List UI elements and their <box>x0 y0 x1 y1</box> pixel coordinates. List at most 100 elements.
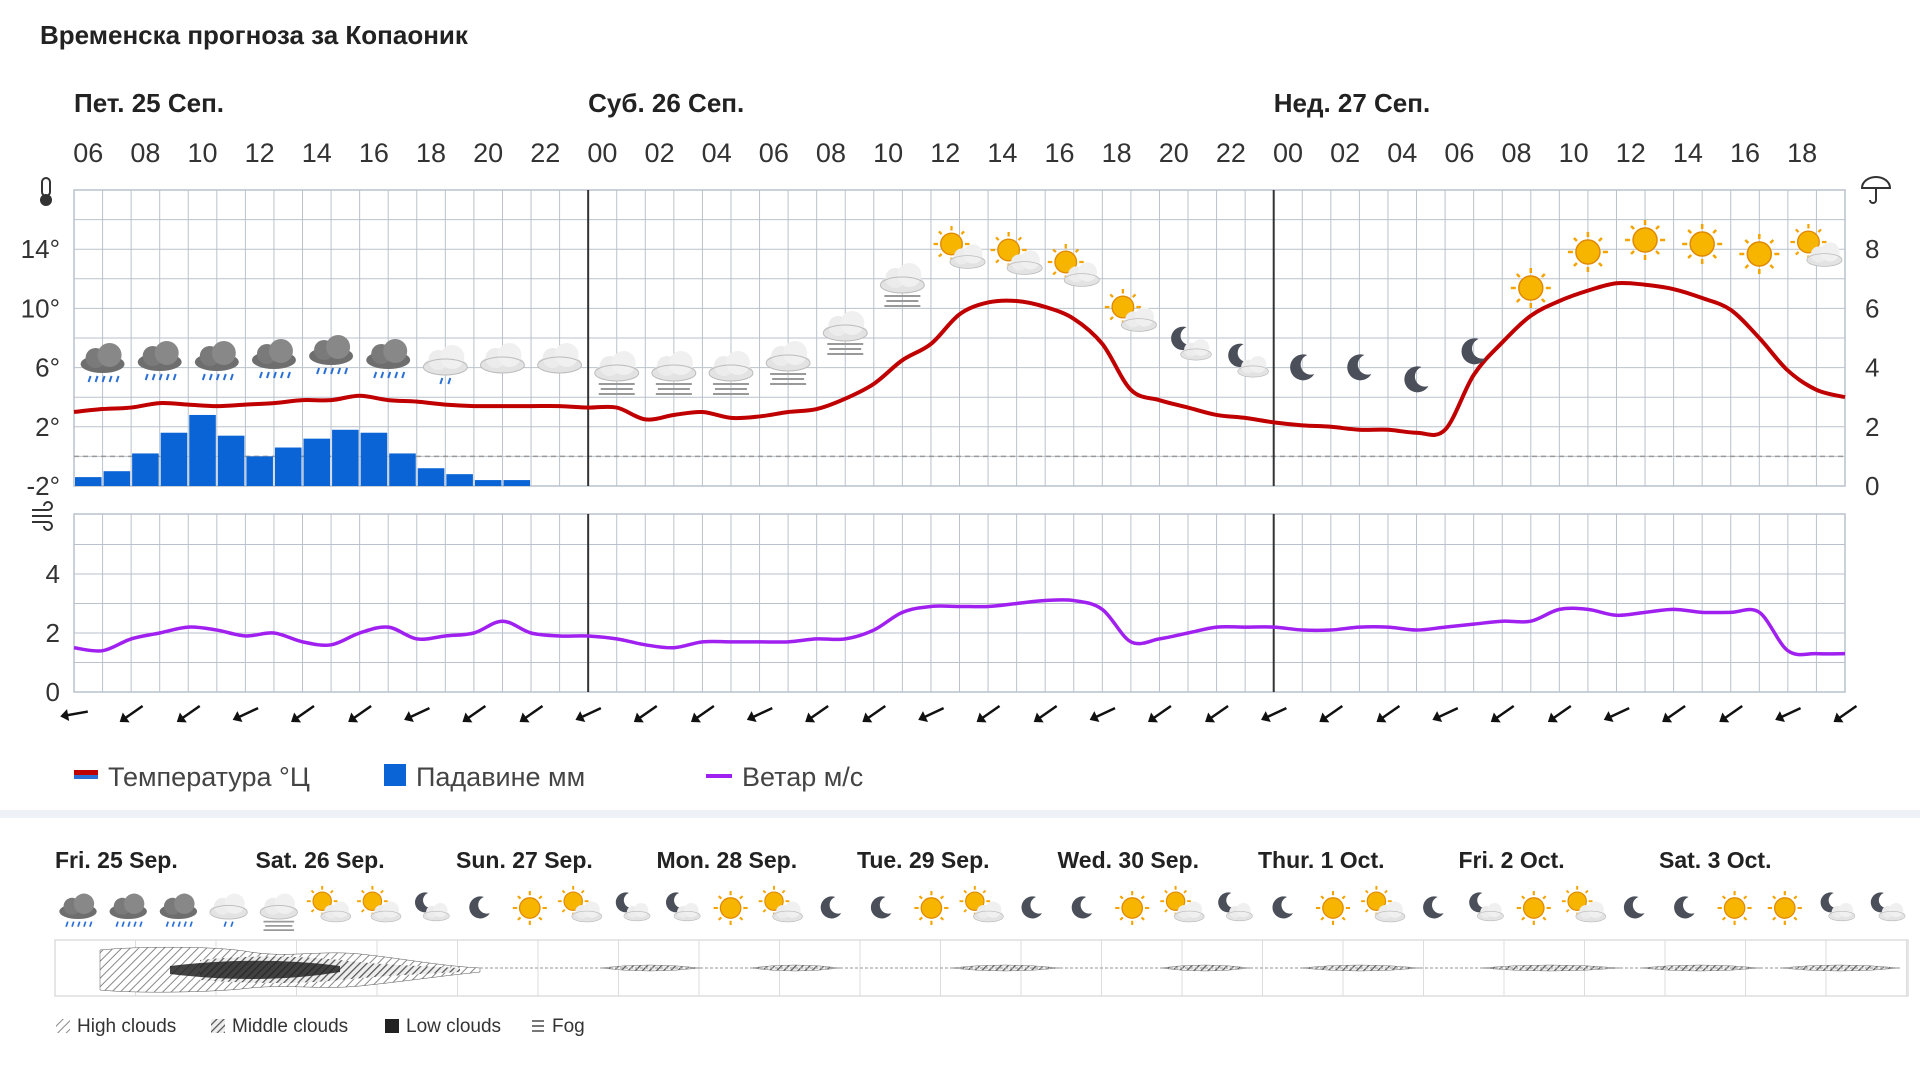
temp-tick: 6° <box>35 353 60 383</box>
legend-swatch-wind <box>706 774 732 778</box>
cloud-legend-item: Fog <box>530 1016 585 1038</box>
wind-arrow <box>1376 704 1401 723</box>
legend-label: Температура °Ц <box>108 762 310 792</box>
day-header: Пет. 25 Сеп. <box>74 88 224 118</box>
wind-arrow <box>805 704 829 723</box>
hour-label: 22 <box>1216 138 1246 168</box>
wind-arrow <box>232 706 259 722</box>
wind-arrow <box>1319 704 1344 723</box>
precip-bar <box>503 480 531 486</box>
wind-arrow <box>291 704 315 723</box>
cloud-legend-item: High clouds <box>55 1016 176 1038</box>
wind-arrow <box>404 706 430 722</box>
hour-label: 22 <box>530 138 560 168</box>
hour-label: 16 <box>1044 138 1074 168</box>
wind-arrow <box>1719 704 1743 723</box>
cloud-legend-label: Low clouds <box>406 1016 502 1037</box>
temp-tick: 2° <box>35 412 60 442</box>
hour-label: 16 <box>1730 138 1760 168</box>
legend-swatch-precipitation <box>384 764 406 786</box>
precip-bar <box>360 432 388 486</box>
temperature-line <box>73 280 1846 437</box>
precip-bar <box>446 474 473 486</box>
cloud-legend-swatch <box>532 1020 544 1032</box>
wind-arrow <box>519 704 544 723</box>
wind-arrow <box>119 704 144 723</box>
hour-label: 20 <box>1159 138 1189 168</box>
temp-tick: 14° <box>21 234 60 264</box>
wind-arrow <box>1662 704 1686 723</box>
wind-arrow <box>1205 704 1229 723</box>
hour-label: 12 <box>930 138 960 168</box>
wind-tick: 4 <box>46 559 60 589</box>
precip-bar <box>303 438 331 486</box>
precip-tick: 2 <box>1865 412 1879 442</box>
page-title: Временска прогноза за Копаоник <box>40 20 468 50</box>
wind-arrow <box>918 706 945 722</box>
weekly-panel <box>0 810 1920 1080</box>
hour-label: 18 <box>1102 138 1132 168</box>
legend-swatch-temperature <box>74 775 98 779</box>
weather-icons-row <box>80 218 1843 395</box>
precip-bar <box>246 456 273 486</box>
wind-arrow <box>1603 706 1630 722</box>
wind-line <box>73 598 1846 657</box>
cloud-icon <box>479 342 525 374</box>
precip-bar <box>274 447 302 486</box>
wind-arrow <box>176 704 201 723</box>
hour-label: 08 <box>130 138 160 168</box>
wind-arrow <box>462 704 487 723</box>
hour-label: 06 <box>759 138 789 168</box>
chart-legend: Температура °Ц Падавине мм Ветар м/с <box>74 762 863 792</box>
precip-tick: 6 <box>1865 293 1879 323</box>
precip-bar <box>103 471 131 486</box>
hour-label: 14 <box>302 138 332 168</box>
precip-bar <box>75 477 102 486</box>
precip-bar <box>160 432 188 486</box>
wind-arrow <box>690 704 715 723</box>
precip-tick: 8 <box>1865 234 1879 264</box>
precip-bar <box>417 468 445 486</box>
hour-label: 00 <box>587 138 617 168</box>
wind-arrow <box>1147 704 1172 723</box>
temp-tick: -2° <box>26 471 60 501</box>
cloud-legend-label: Middle clouds <box>232 1016 349 1037</box>
cloud-legend-swatch <box>385 1019 399 1033</box>
legend-swatch-temperature <box>74 770 98 775</box>
hour-label: 12 <box>245 138 275 168</box>
wind-arrow <box>746 706 773 722</box>
cloud-legend-item: Middle clouds <box>210 1016 348 1038</box>
hour-label: 02 <box>1330 138 1360 168</box>
hour-label: 14 <box>987 138 1017 168</box>
wind-arrow <box>1089 706 1116 722</box>
cloud-legend-item: Low clouds <box>384 1016 501 1038</box>
chart-lines <box>73 280 1846 657</box>
precip-bar <box>389 453 416 486</box>
wind-arrow <box>862 704 886 723</box>
cloud-legend-swatch <box>56 1019 70 1033</box>
wind-arrow <box>575 706 602 722</box>
moon-cloud-icon <box>1228 343 1269 378</box>
wind-arrow <box>1261 706 1287 722</box>
day-header: Суб. 26 Сеп. <box>588 88 744 118</box>
umbrella-icon <box>1860 176 1892 204</box>
wind-tick: 2 <box>46 618 60 648</box>
hour-label: 00 <box>1273 138 1303 168</box>
hour-label: 06 <box>1444 138 1474 168</box>
hour-label: 10 <box>188 138 218 168</box>
axis-labels: 06 08 10 12 14 16 18 20 22 00 02 04 06 08 10 12 14 16 18 20… <box>21 88 1892 707</box>
precip-tick: 4 <box>1865 353 1879 383</box>
cloud-legend-label: Fog <box>552 1016 585 1037</box>
hour-label: 18 <box>1787 138 1817 168</box>
hour-label: 04 <box>702 138 732 168</box>
wind-arrow <box>1490 704 1515 723</box>
wind-grid <box>73 513 1846 693</box>
hour-label: 16 <box>359 138 389 168</box>
legend-label: Падавине мм <box>416 762 585 792</box>
precip-bar <box>189 414 216 486</box>
hour-label: 04 <box>1387 138 1417 168</box>
hour-label: 14 <box>1673 138 1703 168</box>
hour-label: 06 <box>73 138 103 168</box>
legend-label: Ветар м/с <box>742 762 863 792</box>
weather-chart: 06 08 10 12 14 16 18 20 22 00 02 04 06 08 10 12 14 16 18 20… <box>21 88 1892 792</box>
